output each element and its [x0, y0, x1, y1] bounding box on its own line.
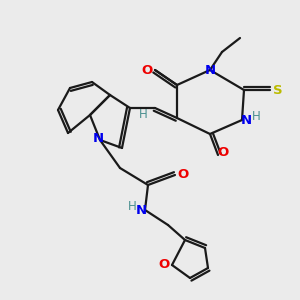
Text: H: H — [139, 107, 147, 121]
Text: N: N — [204, 64, 216, 76]
Text: O: O — [141, 64, 153, 76]
Text: N: N — [240, 113, 252, 127]
Text: H: H — [252, 110, 260, 124]
Text: O: O — [218, 146, 229, 158]
Text: H: H — [128, 200, 136, 212]
Text: O: O — [177, 169, 189, 182]
Text: N: N — [135, 203, 147, 217]
Text: S: S — [273, 83, 283, 97]
Text: O: O — [158, 259, 169, 272]
Text: N: N — [92, 131, 104, 145]
